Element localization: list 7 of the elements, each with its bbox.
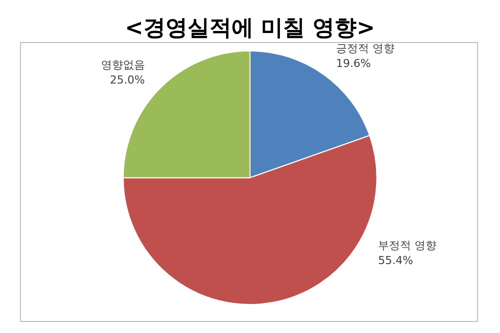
slice-label: 긍정적 영향 [336,42,394,56]
data-label: 19.6% [336,57,371,70]
slice-label: 부정적 영향 [378,239,437,252]
slice-label: 영향없음 [100,58,145,72]
data-label: 25.0% [110,73,145,86]
chart-title: <경영실적에 미칠 영향> [124,16,376,41]
data-label: 55.4% [378,254,414,268]
